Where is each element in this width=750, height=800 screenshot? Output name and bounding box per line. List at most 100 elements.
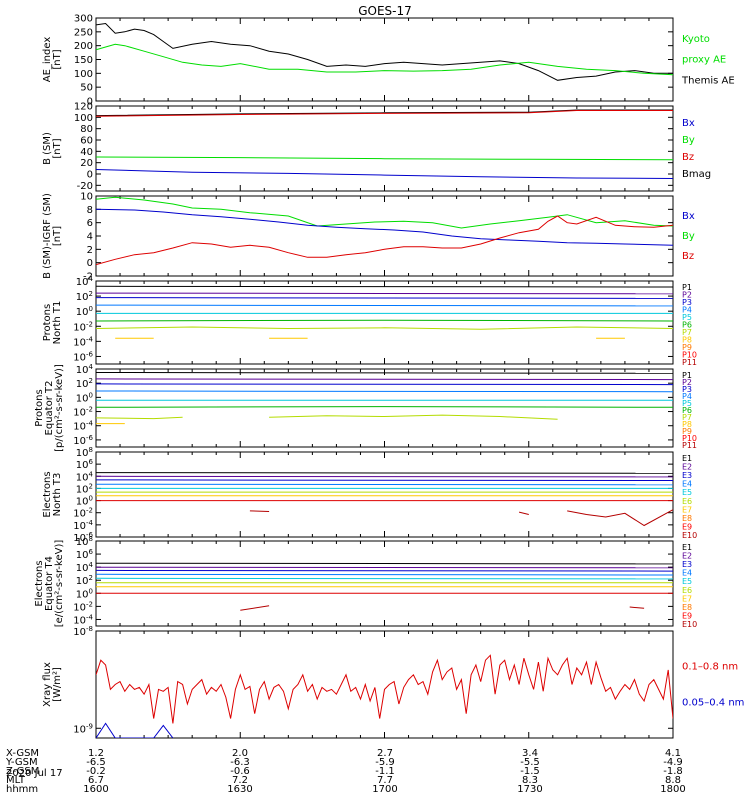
legend-entry: P5 <box>682 399 692 408</box>
series-Themis AE <box>96 22 673 81</box>
footer-value: 1.2 <box>88 748 104 759</box>
legend-entry: E7 <box>682 594 692 603</box>
footer-value: 1630 <box>227 784 252 795</box>
y-axis-label: Protons <box>42 304 53 341</box>
y-tick-label: 250 <box>74 27 93 38</box>
legend-entry: E4 <box>682 480 692 489</box>
y-tick-exponent: 8 <box>89 446 93 454</box>
y-tick-exponent: -4 <box>86 613 94 621</box>
series-group <box>96 562 673 611</box>
series-E2 <box>96 475 673 478</box>
legend-entry: P11 <box>682 358 697 367</box>
y-tick-label: 10-2 <box>73 320 93 333</box>
y-tick-label: 104 <box>76 363 94 376</box>
y-axis-label: [nT] <box>52 49 63 69</box>
y-axis-label: Equator T4 <box>44 556 55 611</box>
legend-entry: P5 <box>682 313 692 322</box>
y-tick-label: 10 <box>80 192 93 203</box>
footer-value: 3.4 <box>522 748 538 759</box>
legend-entry: E8 <box>682 603 692 612</box>
y-tick-label: 106 <box>76 458 94 471</box>
y-tick-exponent: 2 <box>89 290 93 298</box>
footer-value: 4.1 <box>665 748 681 759</box>
legend-entry: Bmag <box>682 169 711 180</box>
legend-entry: P2 <box>682 378 692 387</box>
y-axis-label: B (SM)-IGRF (SM) <box>42 193 53 279</box>
series-E10b <box>629 606 645 609</box>
y-axis-label: Electrons <box>42 471 53 517</box>
legend-entry: P8 <box>682 420 692 429</box>
y-tick-exponent: -4 <box>86 335 94 343</box>
series-E10c <box>567 509 673 527</box>
legend-entry: P3 <box>682 385 692 394</box>
y-axis-label: AE_index <box>42 37 53 83</box>
series-Bz <box>96 110 673 117</box>
footer-value: -4.9 <box>663 757 683 768</box>
series-E3 <box>96 479 673 481</box>
series-E1 <box>96 472 673 474</box>
y-tick-label: 150 <box>74 55 93 66</box>
series-Kyoto proxy AE <box>96 43 673 76</box>
footer-row-label: MLT <box>6 775 26 786</box>
footer-value: 8.3 <box>522 775 538 786</box>
legend-entry: E10 <box>682 531 697 540</box>
panel-8: 10-9 10-8 Xray flux [W/m²] 0.1–0.8 nm 0.05–0.… <box>42 625 744 739</box>
series-P3 <box>96 297 673 299</box>
y-tick-label: 80 <box>80 124 93 135</box>
y-tick-label: 50 <box>80 83 93 94</box>
y-tick-label: 0 <box>87 258 93 269</box>
series-group <box>96 472 673 527</box>
y-tick-label: 100 <box>76 495 93 508</box>
series-Bx <box>96 208 673 246</box>
y-tick-exponent: 2 <box>89 574 93 582</box>
y-tick-exponent: -2 <box>86 320 93 328</box>
series-Bx <box>96 169 673 179</box>
y-tick-label: 2 <box>87 245 93 256</box>
footer-value: 1600 <box>83 784 108 795</box>
series-P4 <box>96 390 673 393</box>
y-axis-label: North T3 <box>52 473 63 517</box>
series-P6 <box>96 319 673 322</box>
legend-entry: E2 <box>682 552 692 561</box>
y-tick-label: 10-2 <box>73 600 93 613</box>
footer-value: -5.5 <box>520 757 540 768</box>
footer-row-label: X-GSM <box>6 748 39 759</box>
legend-entry: E8 <box>682 514 692 523</box>
y-tick-label: 104 <box>76 275 94 288</box>
legend-entry: P1 <box>682 283 692 292</box>
footer-row-label: hhmm <box>6 784 38 795</box>
y-tick-label: 102 <box>76 482 93 495</box>
y-tick-label: 10-6 <box>73 350 93 363</box>
legend-entry: P10 <box>682 434 697 443</box>
y-axis-label: [e/(cm²-s-sr-keV)] <box>54 540 65 628</box>
y-tick-label: -20 <box>77 181 93 192</box>
y-tick-exponent: 0 <box>89 305 93 313</box>
legend-entry: E5 <box>682 488 692 497</box>
legend-entry: E9 <box>682 522 692 531</box>
y-tick-label: 102 <box>76 574 93 587</box>
footer-value: -0.2 <box>86 766 106 777</box>
series-group <box>96 372 673 425</box>
panel-frame <box>95 368 674 448</box>
y-tick-label: 10-2 <box>73 507 93 520</box>
panel-frame <box>95 451 674 538</box>
series-P2 <box>96 378 673 381</box>
legend-entry: P2 <box>682 291 692 300</box>
footer-value: -6.3 <box>230 757 250 768</box>
y-tick-exponent: -6 <box>86 531 94 539</box>
footer-value: -1.8 <box>663 766 683 777</box>
legend-entry: E7 <box>682 505 692 514</box>
legend-entry: Kyoto <box>682 34 710 45</box>
y-axis-label: North T1 <box>52 301 63 345</box>
legend-entry: P4 <box>682 392 692 401</box>
panel-4: 10-6 10-4 10-2 100 102 104 Protons North T1 P1P2… <box>42 275 697 367</box>
legend-entry: E4 <box>682 569 692 578</box>
legend-entry: Bz <box>682 152 694 163</box>
series-group <box>96 285 673 339</box>
legend-entry: E2 <box>682 463 692 472</box>
series-E5 <box>96 577 673 580</box>
legend-entry: P7 <box>682 328 692 337</box>
y-axis-label: [p/(cm²-s-sr-keV)] <box>54 364 65 452</box>
series-By <box>96 156 673 161</box>
